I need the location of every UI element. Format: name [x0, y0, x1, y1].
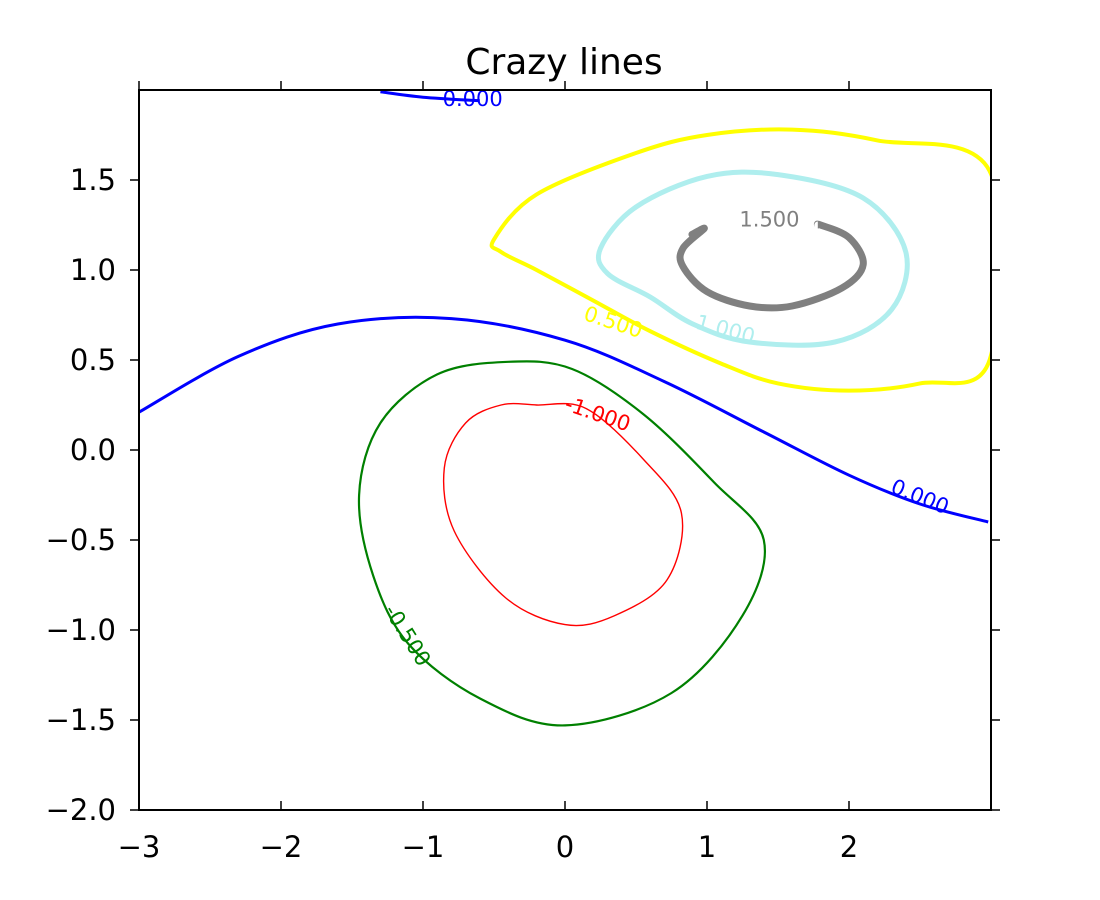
contour-line-0 — [442, 402, 684, 627]
contour-label-6: 1.500 — [739, 208, 799, 232]
x-tick-label: 2 — [840, 830, 858, 864]
x-axis: −3 −2 −1 0 1 2 — [118, 81, 858, 864]
x-tick-label: −1 — [402, 830, 445, 864]
x-tick-label: −2 — [260, 830, 303, 864]
chart-title: Crazy lines — [465, 42, 662, 83]
y-tick-label: 0.5 — [70, 343, 116, 377]
contour-line-5 — [595, 169, 910, 348]
y-tick-label: 1.0 — [70, 253, 116, 287]
contour-line-6 — [676, 220, 867, 312]
x-tick-label: 1 — [698, 830, 716, 864]
y-tick-label: −0.5 — [46, 523, 116, 557]
y-axis: −2.0 −1.5 −1.0 −0.5 0.0 0.5 1.0 1.5 — [46, 163, 1000, 827]
y-tick-label: −1.0 — [46, 613, 116, 647]
contour-line-3 — [380, 90, 480, 103]
y-tick-label: 0.0 — [70, 433, 116, 467]
x-tick-label: −3 — [118, 830, 161, 864]
y-tick-label: −1.5 — [46, 703, 116, 737]
contour-line-4 — [489, 127, 991, 393]
y-tick-label: 1.5 — [70, 163, 116, 197]
contour-lines — [139, 90, 991, 727]
x-tick-label: 0 — [556, 830, 574, 864]
y-tick-label: −2.0 — [46, 793, 116, 827]
contour-line-2 — [139, 315, 989, 524]
contour-line-1 — [357, 360, 766, 727]
